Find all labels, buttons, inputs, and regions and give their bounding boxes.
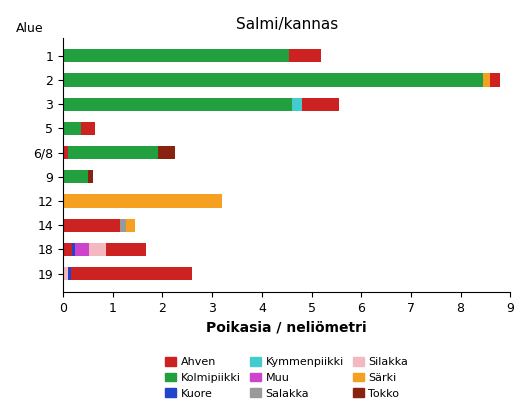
Bar xyxy=(75,243,89,256)
Bar xyxy=(70,267,193,280)
Bar xyxy=(88,170,93,183)
Bar xyxy=(63,49,289,63)
Bar xyxy=(106,243,146,256)
Text: Alue: Alue xyxy=(16,22,44,35)
Legend: Ahven, Kolmipiikki, Kuore, Kymmenpiikki, Muu, Salakka, Silakka, Särki, Tokko: Ahven, Kolmipiikki, Kuore, Kymmenpiikki,… xyxy=(162,354,411,402)
Bar xyxy=(63,194,222,208)
Bar xyxy=(483,73,490,87)
Bar xyxy=(68,267,70,280)
Bar xyxy=(157,146,175,159)
Bar xyxy=(80,122,95,135)
Bar xyxy=(63,122,80,135)
X-axis label: Poikasia / neliömetri: Poikasia / neliömetri xyxy=(206,320,367,334)
Bar xyxy=(63,243,72,256)
Bar xyxy=(63,73,483,87)
Bar xyxy=(291,98,301,111)
Bar xyxy=(490,73,500,87)
Bar xyxy=(68,146,157,159)
Bar xyxy=(89,243,106,256)
Bar xyxy=(63,267,68,280)
Bar xyxy=(63,219,120,232)
Bar xyxy=(120,219,126,232)
Bar xyxy=(126,219,135,232)
Bar xyxy=(63,170,88,183)
Bar xyxy=(301,98,339,111)
Bar xyxy=(63,146,68,159)
Bar xyxy=(72,243,75,256)
Bar xyxy=(63,98,291,111)
Title: Salmi/kannas: Salmi/kannas xyxy=(236,17,338,32)
Bar xyxy=(289,49,321,63)
